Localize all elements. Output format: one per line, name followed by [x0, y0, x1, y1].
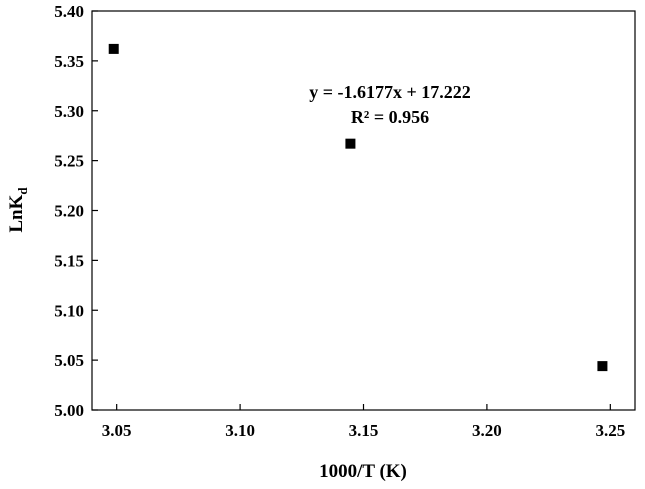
x-tick-label: 3.05 [102, 421, 132, 440]
x-tick-label: 3.15 [349, 421, 379, 440]
x-tick-label: 3.20 [472, 421, 502, 440]
plot-frame [91, 10, 636, 411]
y-axis-title: LnKd [6, 187, 30, 233]
trendline-equation: y = -1.6177x + 17.222 [309, 82, 471, 102]
data-point [345, 138, 356, 149]
x-tick-label: 3.10 [225, 421, 255, 440]
y-tick-label: 5.20 [54, 202, 84, 221]
y-axis-title-subscript: d [15, 187, 30, 195]
y-tick-label: 5.10 [54, 301, 84, 320]
x-axis-title: 1000/T (K) [319, 461, 407, 482]
y-tick-label: 5.40 [54, 2, 84, 21]
data-points [108, 43, 608, 372]
data-point [597, 361, 608, 372]
y-axis: 5.00 5.05 5.10 5.15 5.20 5.25 5.30 5.35 5.40 [54, 2, 98, 420]
data-point [108, 43, 119, 54]
y-tick-label: 5.00 [54, 401, 84, 420]
y-axis-title-main: LnK [6, 194, 27, 232]
y-tick-label: 5.35 [54, 52, 84, 71]
y-tick-label: 5.30 [54, 102, 84, 121]
y-tick-label: 5.25 [54, 152, 84, 171]
x-axis: 3.05 3.10 3.15 3.20 3.25 [102, 404, 625, 440]
y-tick-label: 5.15 [54, 251, 84, 270]
y-tick-label: 5.05 [54, 351, 84, 370]
trendline-r2: R² = 0.956 [351, 107, 429, 127]
x-tick-label: 3.25 [595, 421, 625, 440]
